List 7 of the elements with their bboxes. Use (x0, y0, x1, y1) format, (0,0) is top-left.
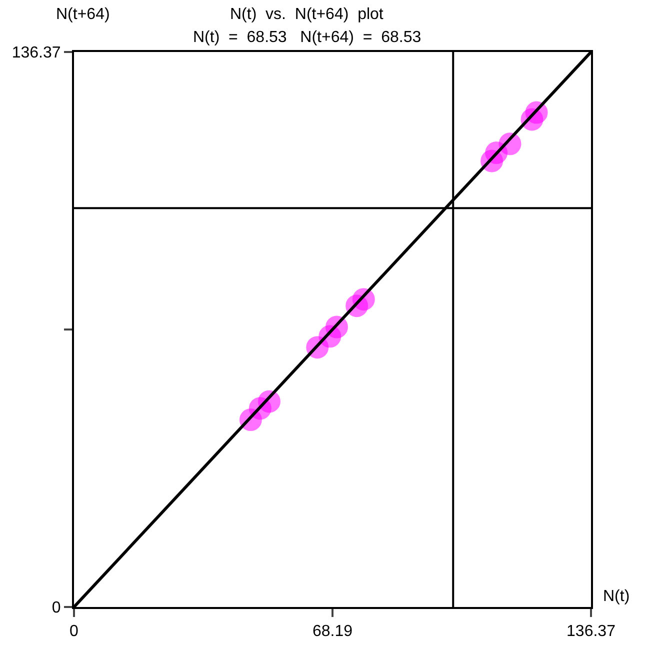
x-tick-label: 136.37 (566, 623, 616, 640)
x-tick-label: 68.19 (312, 623, 353, 640)
x-tick-label: 0 (70, 623, 79, 640)
x-axis-title: N(t) (603, 588, 630, 605)
chart-subtitle: N(t) = 68.53 N(t+64) = 68.53 (193, 29, 422, 46)
y-axis-title: N(t+64) (56, 6, 110, 23)
chart-title: N(t) vs. N(t+64) plot (230, 6, 384, 23)
